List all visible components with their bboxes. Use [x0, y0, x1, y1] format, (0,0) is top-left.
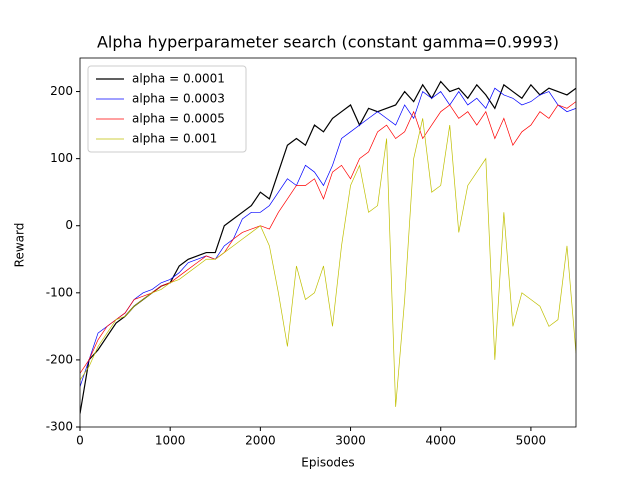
x-tick-label: 1000: [155, 434, 186, 448]
x-tick-label: 4000: [425, 434, 456, 448]
x-tick-label: 0: [76, 434, 84, 448]
y-tick-label: -200: [46, 352, 73, 366]
legend-box: [87, 65, 247, 153]
legend-label: alpha = 0.0003: [132, 92, 225, 106]
legend-label: alpha = 0.0005: [132, 112, 225, 126]
y-tick-label: 200: [50, 84, 73, 98]
y-tick-label: -100: [46, 285, 73, 299]
legend-label: alpha = 0.001: [132, 132, 217, 146]
x-tick-label: 3000: [335, 434, 366, 448]
legend-label: alpha = 0.0001: [132, 72, 225, 86]
y-tick-label: 0: [65, 218, 73, 232]
x-tick-label: 5000: [516, 434, 547, 448]
plot-frame: [79, 57, 577, 428]
y-tick-label: 100: [50, 151, 73, 165]
series-line: [80, 87, 576, 387]
series-line: [80, 101, 576, 374]
x-tick-label: 2000: [245, 434, 276, 448]
y-tick-label: -300: [46, 420, 73, 434]
chart-title: Alpha hyperparameter search (constant ga…: [97, 33, 559, 52]
y-axis-label: Reward: [13, 223, 27, 268]
x-axis-label: Episodes: [301, 456, 354, 470]
series-line: [80, 118, 576, 407]
